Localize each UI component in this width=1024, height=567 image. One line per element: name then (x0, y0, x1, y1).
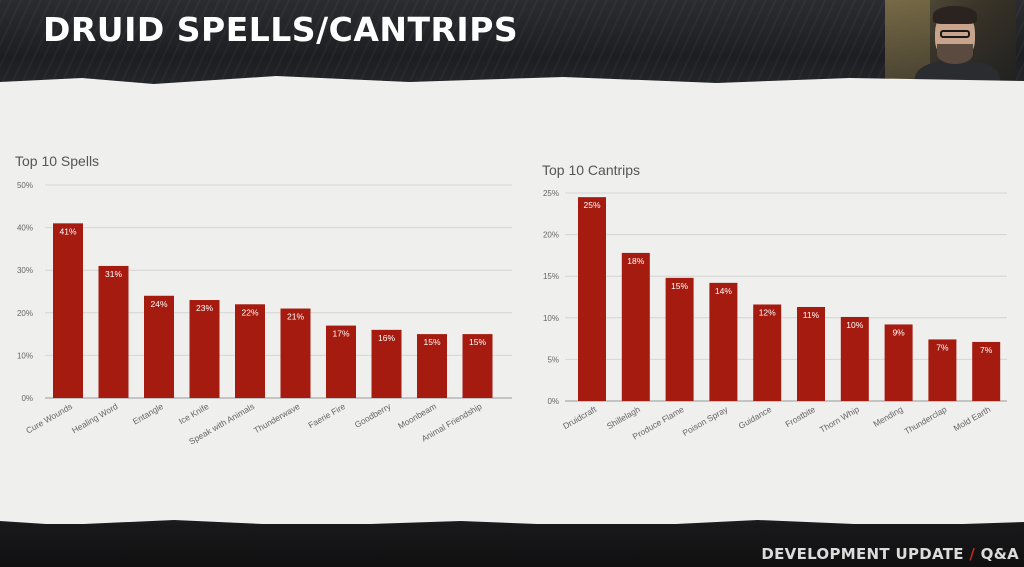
footer-main: DEVELOPMENT UPDATE (761, 545, 964, 563)
header-band (0, 0, 1024, 96)
presenter-hair (933, 6, 977, 24)
webcam-video (885, 0, 1016, 86)
footer-tail: Q&A (980, 545, 1019, 563)
footer-label: DEVELOPMENT UPDATE / Q&A (761, 545, 1019, 563)
slide-title: DRUID SPELLS/CANTRIPS (43, 10, 519, 49)
footer-band (0, 524, 1024, 567)
presenter-glasses (940, 30, 970, 38)
presenter-beard (937, 44, 973, 64)
footer-slash: / (969, 545, 976, 563)
slide-canvas (0, 76, 1024, 527)
